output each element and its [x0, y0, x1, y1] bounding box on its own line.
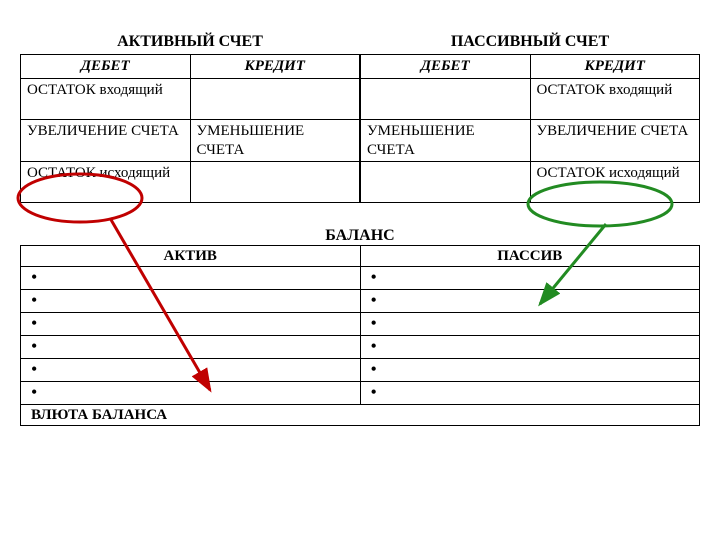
- passive-r3c2: ОСТАТОК исходящий: [530, 162, 700, 203]
- balance-right-row: [360, 336, 700, 359]
- passive-debit-header: ДЕБЕТ: [361, 55, 531, 79]
- passive-r1c2: ОСТАТОК входящий: [530, 78, 700, 119]
- active-title: АКТИВНЫЙ СЧЕТ: [21, 30, 360, 55]
- balance-left-row: [21, 313, 361, 336]
- balance-right-header: ПАССИВ: [360, 246, 700, 267]
- balance-right-row: [360, 359, 700, 382]
- balance-left-row: [21, 382, 361, 405]
- balance-left-row: [21, 359, 361, 382]
- active-account-table: АКТИВНЫЙ СЧЕТ ДЕБЕТ КРЕДИТ ОСТАТОК входя…: [20, 30, 360, 203]
- account-tables: АКТИВНЫЙ СЧЕТ ДЕБЕТ КРЕДИТ ОСТАТОК входя…: [20, 30, 700, 203]
- balance-footer: ВЛЮТА БАЛАНСА: [21, 405, 700, 426]
- balance-left-row: [21, 336, 361, 359]
- active-r3c1: ОСТАТОК исходящий: [21, 162, 191, 203]
- balance-right-row: [360, 290, 700, 313]
- balance-section: БАЛАНС АКТИВ ПАССИВ ВЛЮТА БАЛАНСА: [20, 227, 700, 426]
- balance-left-header: АКТИВ: [21, 246, 361, 267]
- passive-credit-header: КРЕДИТ: [530, 55, 700, 79]
- active-credit-header: КРЕДИТ: [190, 55, 360, 79]
- balance-left-row: [21, 267, 361, 290]
- balance-title: БАЛАНС: [20, 227, 700, 245]
- balance-table: АКТИВ ПАССИВ ВЛЮТА БАЛАНСА: [20, 245, 700, 426]
- active-r1c1: ОСТАТОК входящий: [21, 78, 191, 119]
- passive-account-table: ПАССИВНЫЙ СЧЕТ ДЕБЕТ КРЕДИТ ОСТАТОК вход…: [360, 30, 700, 203]
- passive-r2c2: УВЕЛИЧЕНИЕ СЧЕТА: [530, 119, 700, 162]
- active-debit-header: ДЕБЕТ: [21, 55, 191, 79]
- passive-r3c1: [361, 162, 531, 203]
- balance-left-row: [21, 290, 361, 313]
- balance-right-row: [360, 267, 700, 290]
- passive-r2c1: УМЕНЬШЕНИЕ СЧЕТА: [361, 119, 531, 162]
- active-r2c1: УВЕЛИЧЕНИЕ СЧЕТА: [21, 119, 191, 162]
- active-r1c2: [190, 78, 360, 119]
- active-r2c2: УМЕНЬШЕНИЕ СЧЕТА: [190, 119, 360, 162]
- balance-right-row: [360, 382, 700, 405]
- active-r3c2: [190, 162, 360, 203]
- balance-right-row: [360, 313, 700, 336]
- passive-r1c1: [361, 78, 531, 119]
- passive-title: ПАССИВНЫЙ СЧЕТ: [361, 30, 700, 55]
